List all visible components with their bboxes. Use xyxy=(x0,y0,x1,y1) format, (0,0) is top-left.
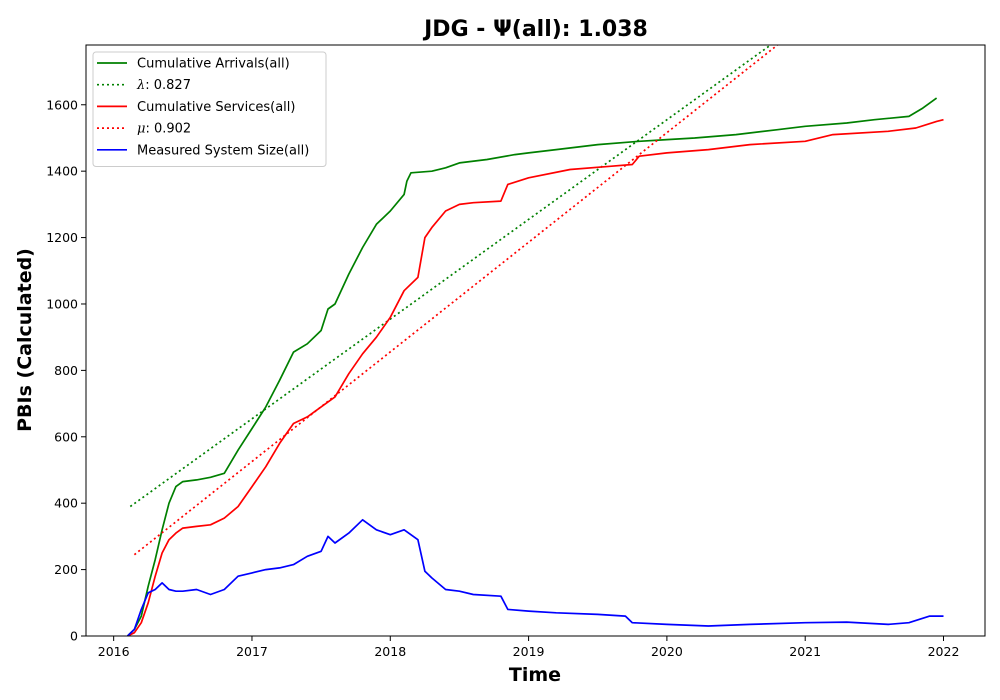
axes: 2016 2017 2018 2019 2020 2021 2022 0 200 400 600 80… xyxy=(46,44,986,659)
x-tick-label: 2018 xyxy=(374,644,406,659)
y-tick-label: 1400 xyxy=(46,164,78,179)
y-tick-label: 200 xyxy=(54,562,78,577)
y-tick-label: 0 xyxy=(70,629,78,644)
x-axis-label: Time xyxy=(509,664,561,686)
chart-title: JDG - Ψ(all): 1.038 xyxy=(422,17,648,42)
x-tick-label: 2017 xyxy=(236,644,268,659)
series-line-0 xyxy=(126,97,938,636)
y-tick-label: 1000 xyxy=(46,296,78,311)
plot-area xyxy=(126,45,944,636)
y-tick-label: 1200 xyxy=(46,230,78,245)
x-tick-label: 2019 xyxy=(513,644,545,659)
legend-entry-4: Measured System Size(all) xyxy=(137,143,309,158)
legend-entry-1: λ: 0.827 xyxy=(136,78,191,93)
x-tick-label: 2016 xyxy=(98,644,130,659)
y-tick-label: 600 xyxy=(54,429,78,444)
legend-box xyxy=(92,51,327,167)
series-line-3 xyxy=(133,45,779,556)
legend-entry-2: Cumulative Services(all) xyxy=(137,100,295,115)
legend-entry-0: Cumulative Arrivals(all) xyxy=(137,57,290,72)
y-tick-label: 400 xyxy=(54,496,78,511)
y-axis-label: PBIs (Calculated) xyxy=(14,248,36,432)
x-tick-label: 2020 xyxy=(651,644,683,659)
legend: Cumulative Arrivals(all) λ: 0.827 Cumulati… xyxy=(92,51,327,167)
y-tick-label: 800 xyxy=(54,363,78,378)
x-tick-label: 2022 xyxy=(928,644,960,659)
series-line-2 xyxy=(127,118,944,636)
series-line-1 xyxy=(129,45,772,508)
x-tick-label: 2021 xyxy=(789,644,821,659)
y-tick-label: 1600 xyxy=(46,97,78,112)
plot-frame xyxy=(85,44,986,637)
series-line-4 xyxy=(126,518,944,636)
legend-entry-3: μ: 0.902 xyxy=(137,122,191,137)
